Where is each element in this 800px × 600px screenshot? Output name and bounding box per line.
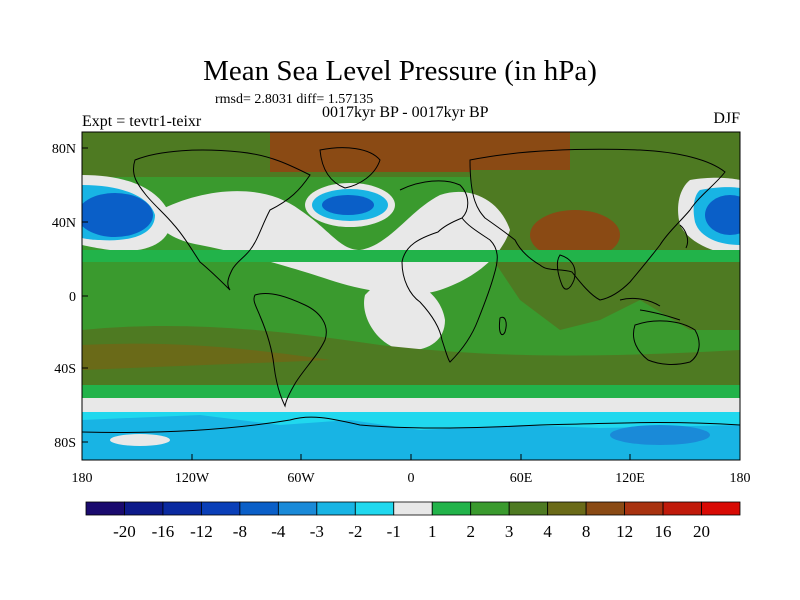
lon-label-180w: 180 bbox=[72, 471, 93, 486]
colorbar-swatch bbox=[431, 501, 472, 516]
coast-asia bbox=[469, 148, 726, 301]
field-southern-ocean bbox=[82, 385, 740, 400]
coast-madagascar bbox=[499, 316, 507, 336]
field-south-atlantic bbox=[364, 279, 445, 351]
colorbar-swatch bbox=[547, 501, 587, 516]
stats-line: rmsd= 2.8031 diff= 1.57135 bbox=[215, 92, 374, 107]
colorbar-label: -12 bbox=[190, 522, 213, 541]
colorbar-swatch bbox=[470, 501, 510, 516]
lon-label-60w: 60W bbox=[287, 471, 315, 486]
lon-axis: 180 120W 60W 0 60E 120E 180 bbox=[72, 454, 751, 486]
colorbar-swatch bbox=[393, 501, 433, 516]
colorbar-label: 8 bbox=[582, 522, 591, 541]
coastlines bbox=[82, 147, 740, 433]
colorbar-swatch bbox=[239, 501, 279, 516]
field-pacific-core-east bbox=[705, 195, 740, 235]
field-southern-belt bbox=[82, 325, 740, 385]
colorbar-swatch bbox=[701, 501, 741, 516]
lon-label-180e: 180 bbox=[730, 471, 751, 486]
coast-indonesia bbox=[619, 297, 681, 321]
lat-label-80n: 80N bbox=[52, 142, 76, 157]
colorbar-label: 3 bbox=[505, 522, 514, 541]
coast-north-america bbox=[132, 149, 311, 291]
colorbar-label: 1 bbox=[428, 522, 437, 541]
lat-label-40n: 40N bbox=[52, 216, 76, 231]
lon-label-60e: 60E bbox=[510, 471, 533, 486]
colorbar-swatch bbox=[201, 501, 241, 516]
colorbar-swatch bbox=[508, 501, 549, 516]
colorbar-label: -4 bbox=[271, 522, 286, 541]
colorbar-label: -20 bbox=[113, 522, 136, 541]
colorbar-label: 4 bbox=[543, 522, 552, 541]
colorbar: -20 -16 -12 -8 -4 -3 -2 -1 1 2 3 4 8 12 16 20 bbox=[85, 501, 741, 541]
colorbar-label: 2 bbox=[466, 522, 475, 541]
lat-label-0: 0 bbox=[69, 290, 76, 305]
colorbar-swatch bbox=[662, 501, 702, 516]
lat-label-40s: 40S bbox=[54, 362, 76, 377]
chart-title: Mean Sea Level Pressure (in hPa) bbox=[203, 55, 597, 87]
coast-europe-africa bbox=[399, 180, 498, 363]
coast-india bbox=[556, 254, 576, 290]
colorbar-label: 16 bbox=[655, 522, 672, 541]
colorbar-label: -2 bbox=[348, 522, 362, 541]
season-label: DJF bbox=[713, 110, 740, 127]
colorbar-swatch bbox=[624, 501, 664, 516]
colorbar-swatch bbox=[277, 501, 318, 516]
period-label: 0017kyr BP - 0017kyr BP bbox=[322, 104, 489, 121]
colorbar-label: 20 bbox=[693, 522, 710, 541]
colorbar-swatch bbox=[354, 501, 395, 516]
coast-japan bbox=[679, 224, 689, 249]
colorbar-swatch bbox=[316, 501, 356, 516]
colorbar-label: -16 bbox=[152, 522, 175, 541]
colorbar-label: -3 bbox=[310, 522, 324, 541]
coast-south-america bbox=[253, 292, 327, 408]
field-siberian-high bbox=[530, 210, 620, 260]
colorbar-swatch bbox=[85, 501, 125, 516]
colorbar-label: 12 bbox=[616, 522, 633, 541]
lon-label-120w: 120W bbox=[175, 471, 210, 486]
lat-label-80s: 80S bbox=[54, 436, 76, 451]
colorbar-swatch bbox=[162, 501, 202, 516]
field-antarctic-low bbox=[610, 425, 710, 445]
experiment-label: Expt = tevtr1-teixr bbox=[82, 113, 202, 130]
colorbar-swatch bbox=[585, 501, 625, 516]
field-north-america bbox=[157, 191, 511, 295]
field-atlantic-core bbox=[322, 195, 374, 215]
field-tropics bbox=[82, 250, 740, 262]
field-antarctic-white bbox=[110, 434, 170, 446]
field-pacific-core bbox=[82, 193, 153, 237]
lon-label-120e: 120E bbox=[615, 471, 645, 486]
coast-greenland bbox=[319, 147, 381, 189]
coast-antarctica bbox=[82, 416, 740, 433]
colorbar-swatch bbox=[124, 501, 164, 516]
field-white-band bbox=[82, 398, 740, 412]
lon-label-0: 0 bbox=[408, 471, 415, 486]
field-southern-belt-dark bbox=[82, 343, 330, 370]
colorbar-label: -1 bbox=[387, 522, 401, 541]
map-field bbox=[82, 132, 740, 460]
coast-australia bbox=[633, 320, 700, 365]
colorbar-label: -8 bbox=[233, 522, 247, 541]
lat-axis: 80N 40N 0 40S 80S bbox=[52, 142, 88, 451]
